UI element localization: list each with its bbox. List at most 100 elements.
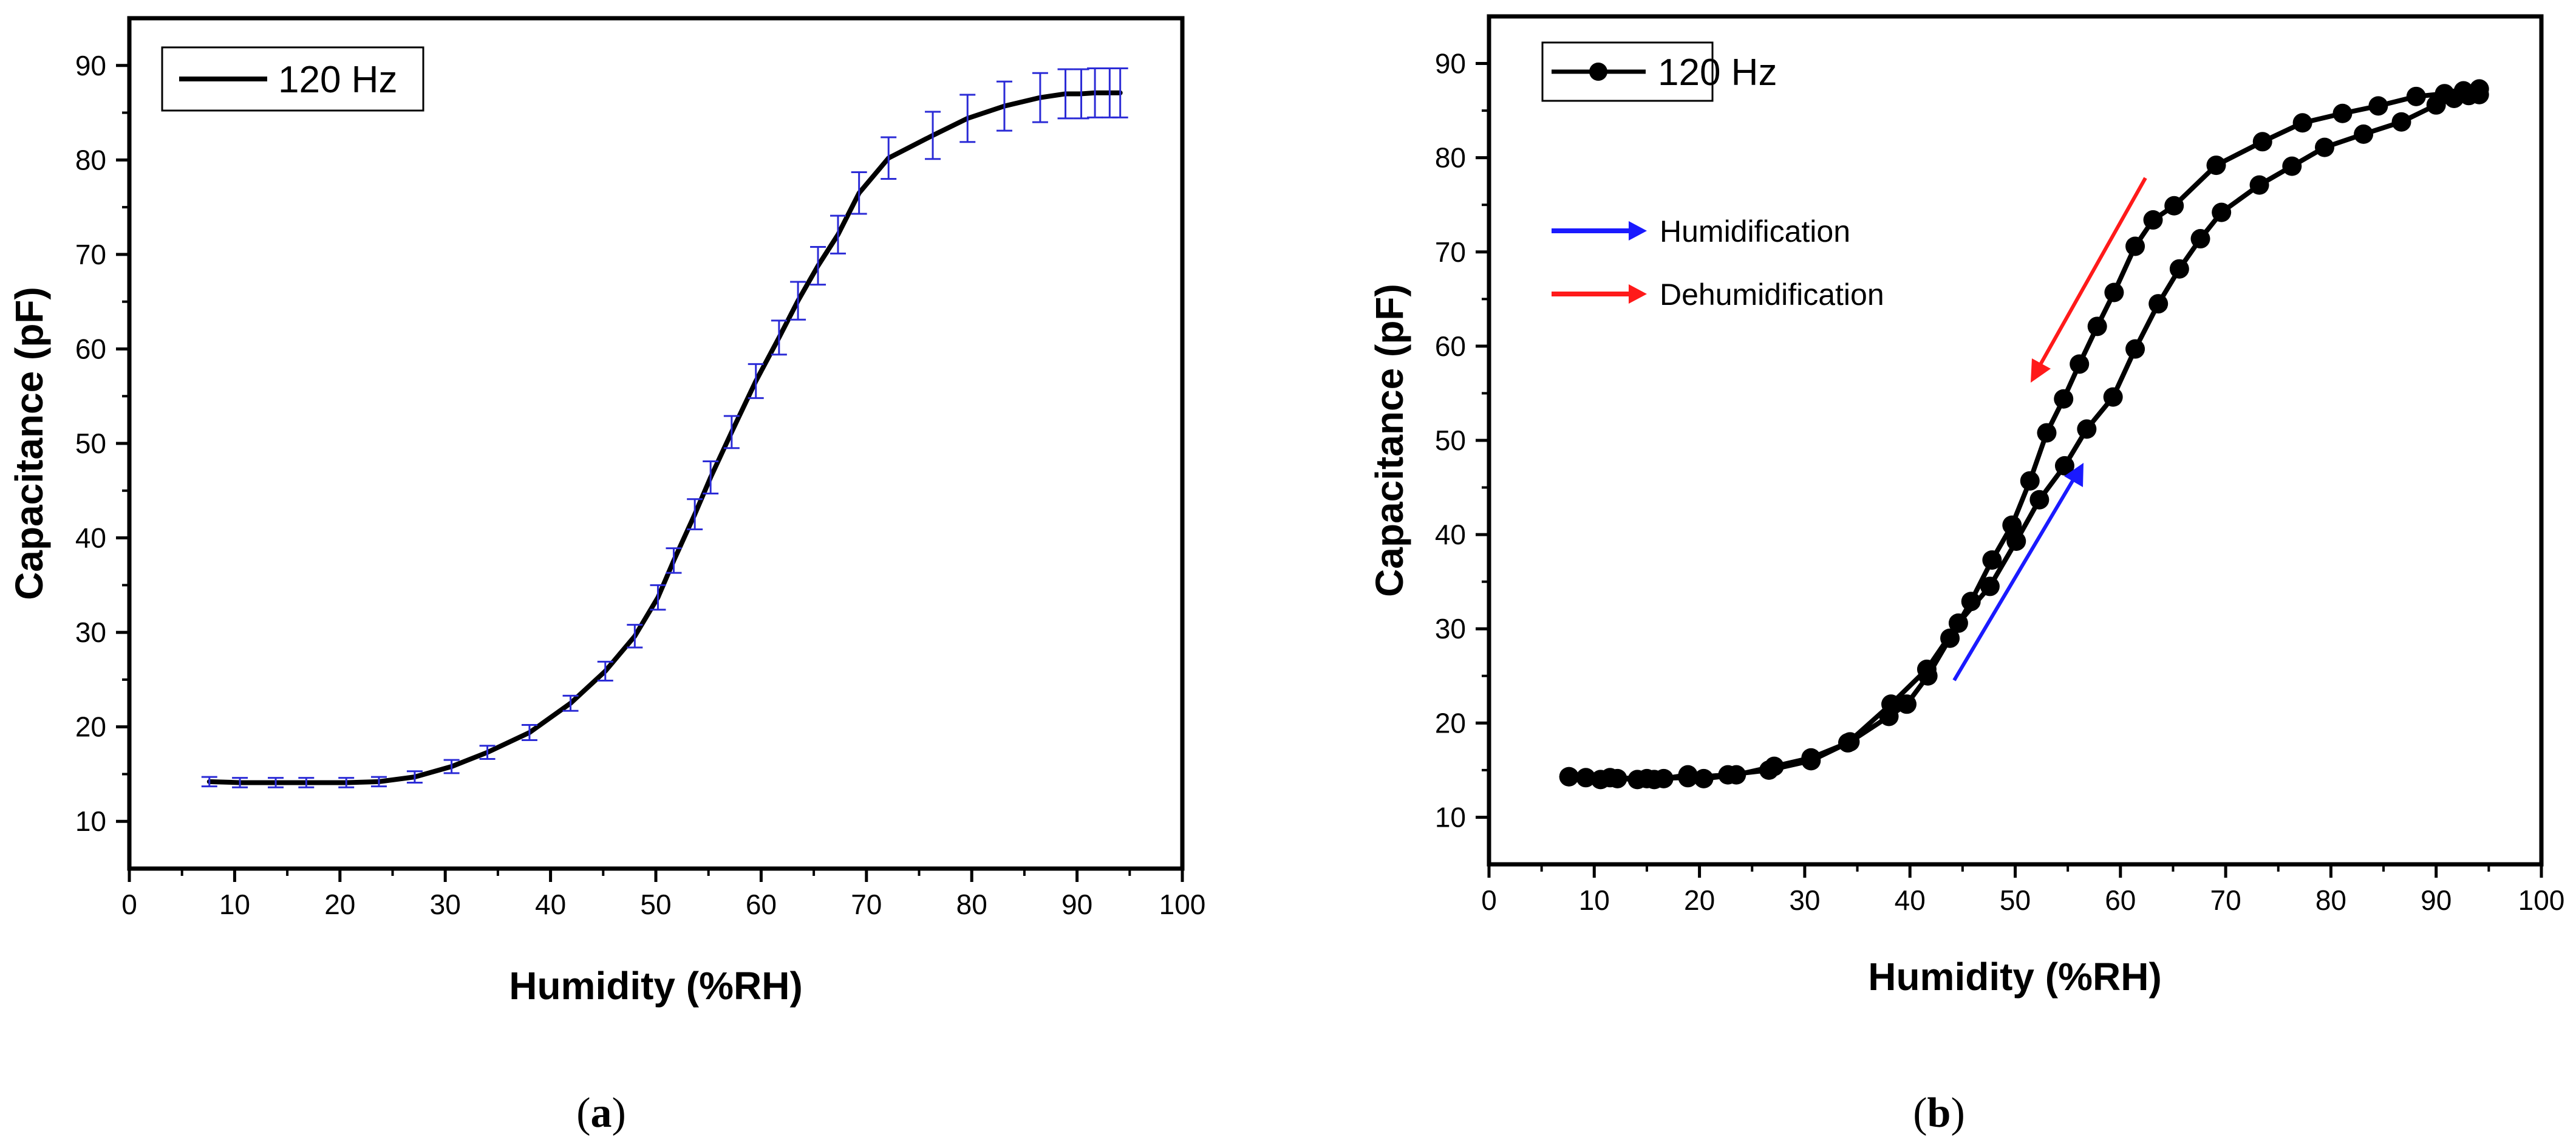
x-tick-label-a: 10 xyxy=(219,889,250,920)
x-tick-label-a: 50 xyxy=(640,889,671,920)
error-bar-a xyxy=(521,724,537,741)
error-bar-a xyxy=(479,745,496,760)
data-point-b-dehumidification xyxy=(2164,196,2184,216)
data-point-b-dehumidification xyxy=(1940,628,1960,648)
x-tick-label-a: 80 xyxy=(956,889,987,920)
data-point-b-dehumidification xyxy=(1918,666,1938,686)
y-axis-title-b: Capacitance (pF) xyxy=(1368,284,1411,597)
y-tick-label-b: 20 xyxy=(1435,707,1466,739)
x-tick-label-a: 90 xyxy=(1061,889,1092,920)
y-tick-label-a: 30 xyxy=(75,617,106,648)
data-point-b-dehumidification xyxy=(2435,84,2455,104)
y-axis-b: 10 20 30 40 50 60 70 80 90 xyxy=(1435,48,1489,833)
panel-label-a-letter: a xyxy=(591,1090,612,1136)
error-bar-a xyxy=(723,415,740,449)
data-point-b-humidification xyxy=(2103,387,2123,407)
x-tick-label-b: 0 xyxy=(1481,884,1497,916)
dehumidification-trend-arrow-shaft xyxy=(2039,177,2147,366)
data-point-b-dehumidification xyxy=(2469,79,2489,99)
data-point-b-dehumidification xyxy=(1718,765,1738,785)
data-point-b-dehumidification xyxy=(2292,113,2312,133)
error-bar-a xyxy=(687,498,703,531)
legend-label-b: 120 Hz xyxy=(1658,52,1777,94)
legend-label-a: 120 Hz xyxy=(278,59,397,101)
error-bar-a xyxy=(748,363,764,399)
data-point-b-dehumidification xyxy=(1559,767,1579,787)
humidification-trend-arrow-head xyxy=(2064,463,2084,487)
x-tick-label-b: 100 xyxy=(2518,884,2565,916)
y-axis-title-a: Capacitance (pF) xyxy=(7,287,51,600)
panel-label-b-close: ) xyxy=(1951,1090,1964,1136)
data-point-b-humidification xyxy=(2054,456,2074,476)
error-bar-a xyxy=(406,770,423,784)
data-point-b-humidification xyxy=(2249,175,2269,195)
data-point-b-dehumidification xyxy=(2252,132,2272,152)
y-tick-label-b: 10 xyxy=(1435,801,1466,833)
x-tick-label-b: 60 xyxy=(2105,884,2136,916)
x-axis-b: 0 10 20 30 40 50 60 70 80 90 100 xyxy=(1481,864,2564,916)
error-bar-a xyxy=(703,460,719,494)
data-point-b-dehumidification xyxy=(1600,768,1620,788)
error-bar-a xyxy=(925,111,941,160)
error-bar-a xyxy=(232,777,248,788)
y-tick-label-a: 40 xyxy=(75,522,106,554)
panel-label-a-close: ) xyxy=(612,1090,626,1136)
y-axis-a: 10 20 30 40 50 60 70 80 90 xyxy=(75,50,129,837)
legend-a: 120 Hz xyxy=(161,46,424,112)
data-point-b-dehumidification xyxy=(2087,316,2107,337)
y-tick-label-a: 70 xyxy=(75,239,106,270)
data-point-b-dehumidification xyxy=(2125,236,2145,256)
data-point-b-dehumidification xyxy=(1961,592,1981,612)
error-bar-a xyxy=(627,624,643,649)
x-tick-label-a: 100 xyxy=(1159,889,1206,920)
error-bar-a xyxy=(268,777,284,788)
x-tick-label-b: 80 xyxy=(2315,884,2346,916)
data-point-b-humidification xyxy=(2169,259,2189,279)
data-point-b-dehumidification xyxy=(2037,423,2057,443)
error-bar-a xyxy=(650,584,666,611)
x-tick-label-a: 40 xyxy=(535,889,566,920)
x-tick-label-a: 70 xyxy=(851,889,882,920)
x-tick-label-a: 20 xyxy=(324,889,355,920)
data-point-b-dehumidification xyxy=(2332,103,2353,123)
error-bar-a xyxy=(996,80,1012,132)
data-point-b-humidification xyxy=(2391,112,2411,132)
dehumidification-trend-arrow xyxy=(2031,177,2147,383)
x-tick-label-b: 10 xyxy=(1579,884,1610,916)
y-tick-label-b: 30 xyxy=(1435,613,1466,644)
plot-area-a xyxy=(201,67,1128,788)
error-bar-a xyxy=(1087,67,1103,118)
data-point-b-dehumidification xyxy=(1840,732,1860,752)
error-bar-a xyxy=(1057,68,1074,120)
legend-b: 120 Hz xyxy=(1541,41,1777,102)
y-tick-label-b: 80 xyxy=(1435,142,1466,174)
data-point-b-dehumidification xyxy=(1897,694,1917,714)
error-bar-a xyxy=(443,759,460,774)
dehumidification-legend-arrowhead xyxy=(1629,284,1647,304)
x-tick-label-b: 30 xyxy=(1789,884,1820,916)
error-bar-a xyxy=(1032,72,1048,123)
error-bar-a xyxy=(790,281,806,321)
data-point-b-dehumidification xyxy=(1982,550,2002,570)
data-point-b-humidification xyxy=(2315,137,2335,157)
data-point-b-dehumidification xyxy=(2406,86,2426,106)
data-point-b-dehumidification xyxy=(1879,706,1899,726)
data-point-b-humidification xyxy=(2125,339,2145,359)
series-line-a-120-hz xyxy=(206,90,1123,785)
error-bar-a xyxy=(851,171,867,215)
data-point-b-dehumidification xyxy=(1801,751,1821,771)
data-point-b-dehumidification xyxy=(1637,768,1657,788)
axes-frame-a xyxy=(127,16,1185,871)
error-bar-a xyxy=(830,214,846,255)
panel-a: 0 10 20 30 40 50 60 70 80 90 100 10 20 30 40 50 60 70 80 9… xyxy=(7,16,1206,1136)
panel-label-b-letter: b xyxy=(1927,1090,1951,1136)
annotation-humidification: Humidification xyxy=(1552,214,1850,248)
data-point-b-dehumidification xyxy=(1759,760,1779,780)
x-axis-title-a: Humidity (%RH) xyxy=(509,964,803,1008)
humidification-trend-arrow-shaft xyxy=(1952,479,2075,682)
x-axis-title-b: Humidity (%RH) xyxy=(1868,955,2162,999)
y-tick-label-a: 90 xyxy=(75,50,106,81)
error-bar-a xyxy=(370,776,387,788)
x-tick-label-a: 0 xyxy=(121,889,137,920)
data-point-b-humidification xyxy=(2006,531,2026,551)
